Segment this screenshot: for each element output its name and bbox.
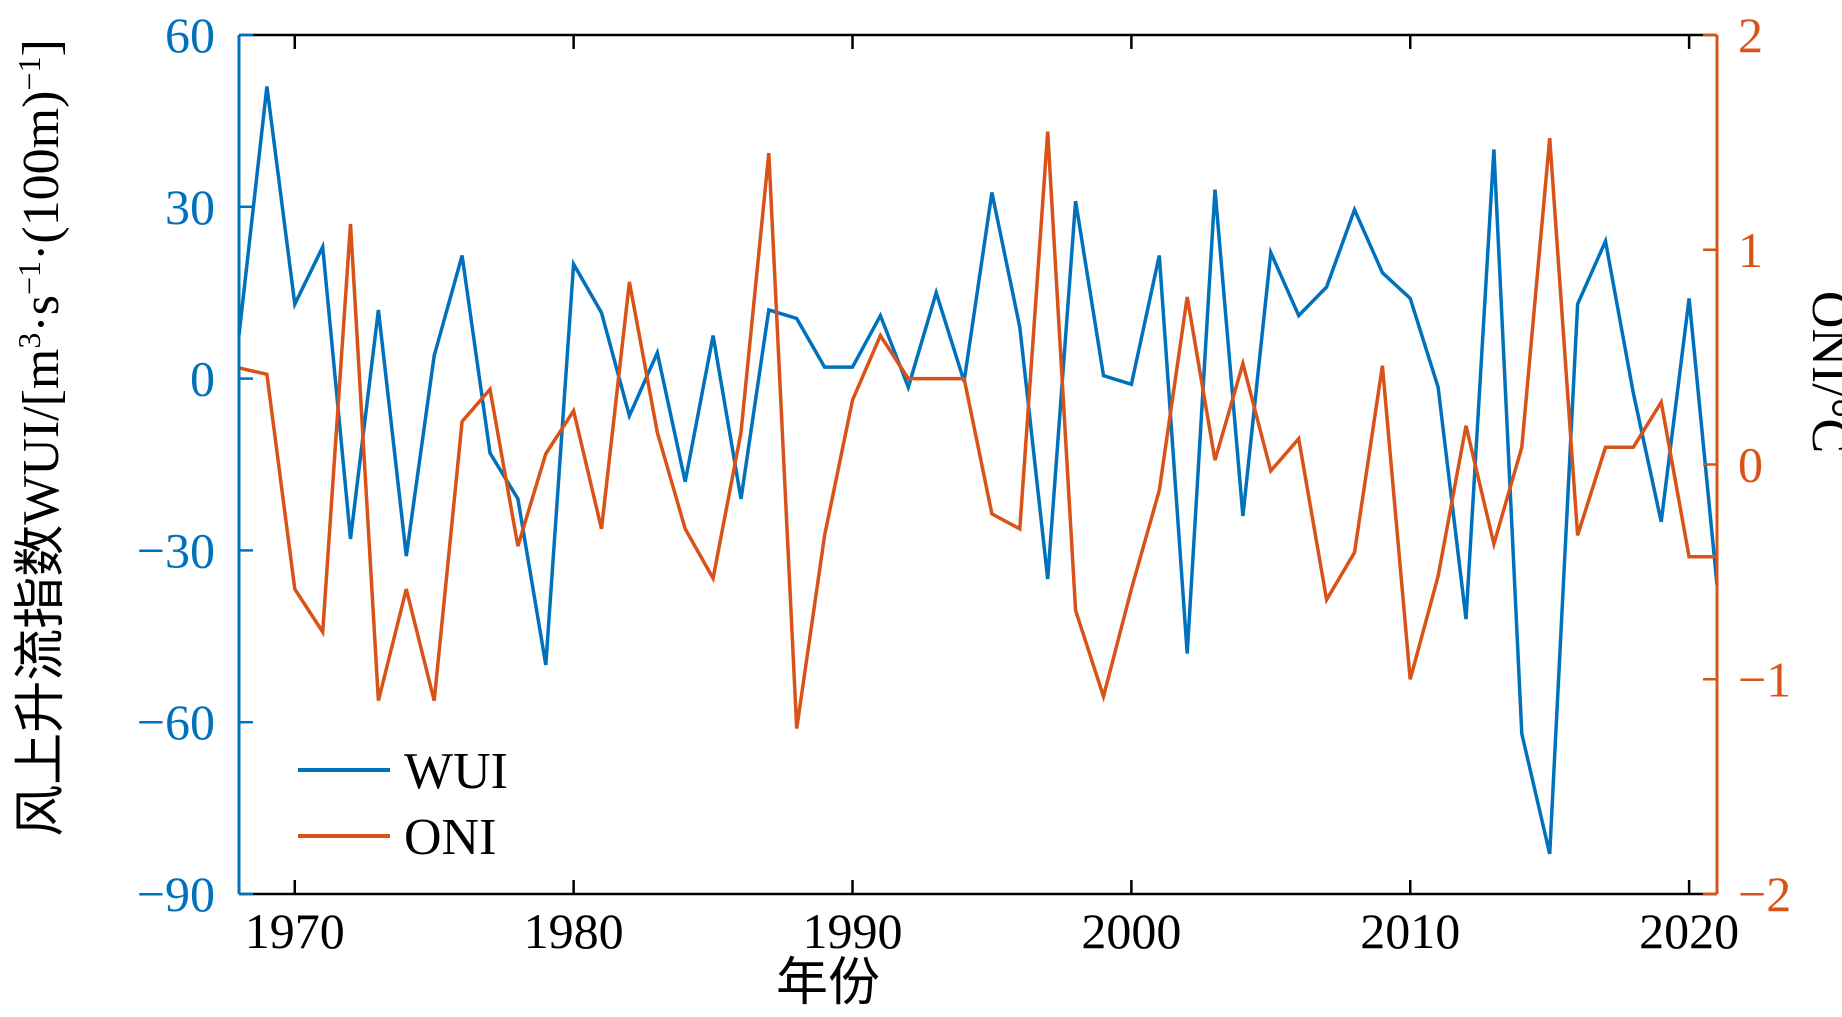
y-left-tick-label: 30 [165, 179, 215, 235]
x-tick-label: 2010 [1360, 903, 1460, 959]
legend-label-oni: ONI [404, 809, 496, 866]
y-right-tick-label: 0 [1738, 437, 1763, 493]
y-right-tick-label: 1 [1738, 222, 1763, 278]
y-axis-left-title-part: ] [13, 39, 70, 56]
y-axis-left-title: 风上升流指数WUI/[m3·s−1·(100m)−1] [11, 39, 70, 837]
y-left-tick-label: −90 [137, 866, 215, 922]
x-axis-title: 年份 [776, 955, 880, 1012]
series-layer [237, 86, 1719, 855]
x-tick-label: 2000 [1081, 903, 1181, 959]
ticks-layer: 1970 1980 1990 2000 2010 2020 60 30 0 −30 −60 −90 2 1… [137, 7, 1791, 959]
y-axis-left-title-part: 风上升流指数WUI/[m [13, 349, 70, 837]
x-tick-label: 1990 [803, 903, 903, 959]
axes-layer [237, 33, 1719, 896]
x-tick-label: 2020 [1639, 903, 1739, 959]
series-line-wui [237, 86, 1719, 855]
x-tick-label: 1980 [524, 903, 624, 959]
legend: WUI ONI [298, 743, 508, 866]
y-left-tick-label: −60 [137, 694, 215, 750]
y-axis-left-title-part: ·(100m) [13, 91, 70, 261]
y-left-tick-label: 0 [190, 351, 215, 407]
y-axis-left-title-superscript: −1 [11, 261, 47, 295]
legend-label-wui: WUI [404, 743, 508, 800]
y-right-tick-label: −1 [1738, 651, 1791, 707]
y-axis-left-title-superscript: −1 [11, 57, 47, 91]
x-tick-label: 1970 [245, 903, 345, 959]
y-left-tick-label: 60 [165, 7, 215, 63]
y-right-tick-label: −2 [1738, 866, 1791, 922]
y-right-tick-label: 2 [1738, 7, 1763, 63]
y-axis-left-title-superscript: 3 [11, 333, 47, 349]
y-left-tick-label: −30 [137, 522, 215, 578]
y-axis-right-title: ONI/°C [1801, 291, 1842, 453]
y-axis-left-title-part: ·s [13, 295, 70, 333]
series-line-oni [238, 131, 1717, 729]
